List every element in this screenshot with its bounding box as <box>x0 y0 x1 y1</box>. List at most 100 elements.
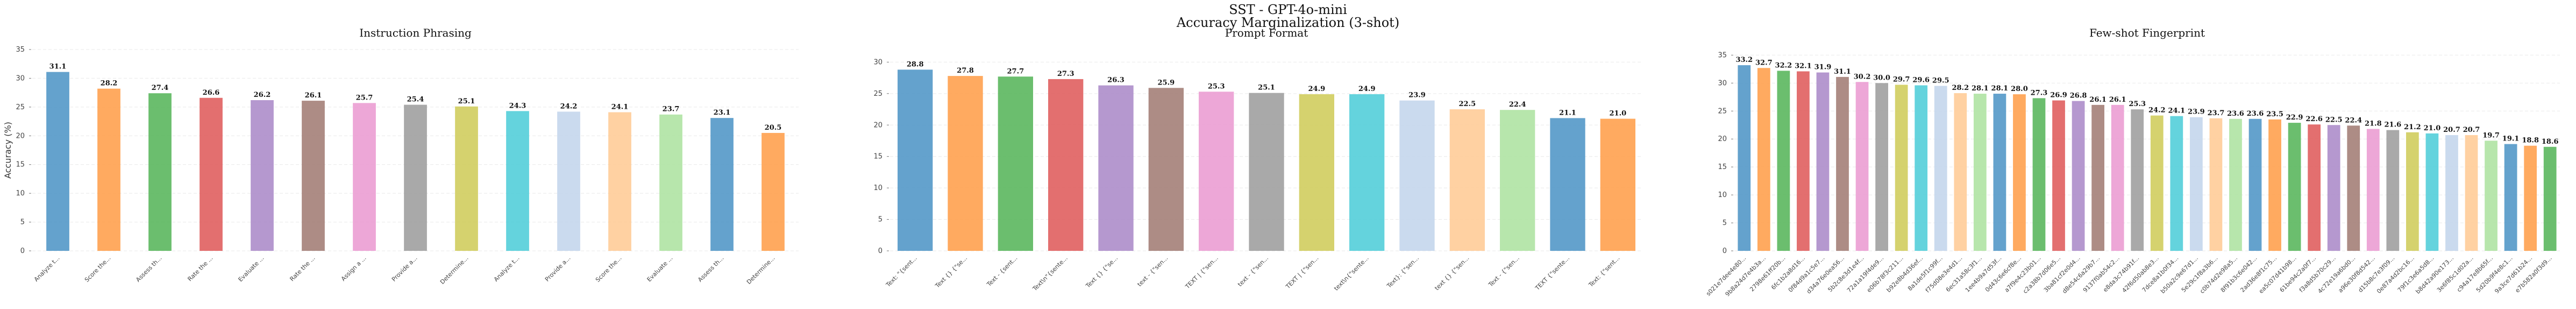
data-label: 26.3 <box>1107 76 1125 85</box>
bar <box>2308 124 2321 251</box>
bar <box>1836 76 1849 251</box>
x-tick-label: Text: "{sent... <box>884 255 918 289</box>
bar <box>2347 125 2360 251</box>
data-label: 23.7 <box>663 106 680 114</box>
x-tick-label: Analyze t... <box>493 255 521 283</box>
bar <box>148 93 172 251</box>
data-label: 24.9 <box>1358 85 1376 93</box>
data-label: 29.6 <box>1912 76 1930 84</box>
data-label: 21.0 <box>2424 124 2441 132</box>
bar <box>2504 144 2517 251</box>
chart-panels: Instruction Phrasing 0 5 10 15 20 25 30 35 Accura… <box>3 26 2560 298</box>
x-tick-label: 42f6d50ab8e3... <box>2120 255 2160 294</box>
panel-title: Few-shot Fingerprint <box>2089 26 2205 39</box>
bar <box>2189 117 2203 251</box>
data-label: 26.9 <box>2050 92 2067 100</box>
bar <box>302 101 325 251</box>
bar <box>1777 71 1790 251</box>
bar <box>659 114 682 251</box>
bar <box>2209 118 2223 251</box>
bar <box>2268 119 2281 251</box>
bar <box>353 103 376 251</box>
x-tick-label: 3e6f85c1d02a... <box>2436 255 2475 294</box>
data-label: 28.1 <box>1972 85 1989 93</box>
x-tick-label: 8a1de5f1c99f... <box>1906 255 1944 292</box>
y-tick-label: 5 <box>1723 219 1727 227</box>
data-label: 32.2 <box>1775 61 1792 69</box>
x-tick-label: Text {} {"se... <box>934 255 969 290</box>
data-label: 26.1 <box>2089 96 2107 104</box>
bar <box>2229 118 2242 251</box>
x-tick-label: Text}: {"sen... <box>1385 255 1420 290</box>
data-label: 25.1 <box>458 97 475 106</box>
bar <box>710 118 734 251</box>
bar <box>1249 93 1284 251</box>
x-tick-label: TEXT | {"sen... <box>1284 255 1320 291</box>
bar <box>1048 79 1084 251</box>
data-label: 22.5 <box>2325 116 2343 124</box>
data-label: 28.8 <box>907 60 924 68</box>
bar <box>898 69 933 251</box>
bar <box>251 100 274 251</box>
x-tick-label: 6ec31a58c3f1... <box>1945 255 1983 293</box>
bar <box>1797 71 1810 251</box>
y-tick-label: 20 <box>16 132 25 140</box>
data-label: 27.4 <box>152 84 169 92</box>
bar <box>608 112 631 251</box>
data-label: 20.7 <box>2463 126 2480 134</box>
data-label: 29.5 <box>1932 77 1949 85</box>
x-tick-label: 9137f0ab54c2... <box>2082 255 2121 294</box>
x-tick-label: text - {"sen... <box>1136 255 1169 288</box>
y-tick-label: 30 <box>16 74 25 82</box>
x-tick-label: 1ee4b9a7d53f... <box>1964 255 2003 294</box>
bar <box>1875 83 1888 251</box>
bar <box>2485 141 2497 251</box>
x-tick-label: 3ba81cf2e0d4... <box>2043 255 2082 294</box>
x-tick-label: text {} {"sen... <box>1433 255 1470 292</box>
x-tick-label: a96e30f8d542... <box>2337 255 2376 294</box>
data-label: 30.2 <box>1854 73 1871 81</box>
bar <box>404 104 427 251</box>
data-label: 22.5 <box>1458 100 1476 108</box>
y-tick-label: 0 <box>20 247 25 255</box>
bar <box>2465 135 2478 251</box>
x-tick-label: TEXT | {"sen... <box>1184 255 1220 291</box>
bar <box>2288 123 2301 251</box>
data-label: 22.4 <box>2345 116 2362 124</box>
x-tick-label: Provide a... <box>390 255 419 283</box>
bar <box>2091 104 2105 251</box>
y-tick-label: 35 <box>1718 51 1727 59</box>
bar <box>1500 110 1535 251</box>
data-label: 23.6 <box>2247 110 2264 118</box>
x-tick-label: Determine... <box>439 255 470 286</box>
data-label: 33.2 <box>1735 56 1753 64</box>
data-label: 28.1 <box>1991 85 2009 93</box>
x-tick-label: e7b582a0f3d9... <box>2514 255 2553 294</box>
data-label: 25.3 <box>2129 100 2146 108</box>
bar <box>1299 94 1334 251</box>
data-label: 31.1 <box>49 63 67 71</box>
bar <box>46 72 69 251</box>
x-tick-label: TEXT {"sente... <box>1534 255 1571 292</box>
x-tick-label: Score the... <box>594 255 623 284</box>
x-tick-label: Text\n"{sente... <box>1031 255 1069 293</box>
bar <box>1148 88 1184 251</box>
data-label: 31.9 <box>1814 64 1832 72</box>
x-tick-label: Text: {"sent... <box>1587 255 1621 289</box>
data-label: 24.2 <box>2148 107 2166 115</box>
x-tick-label: 79f1c3e6a5d8... <box>2396 255 2436 294</box>
bar <box>2543 146 2557 251</box>
x-tick-label: c94a17e8b65f... <box>2456 255 2494 293</box>
bar <box>1399 100 1435 251</box>
x-tick-label: Evaluate ... <box>237 255 266 283</box>
bar <box>998 76 1033 251</box>
bar <box>2032 98 2046 251</box>
data-label: 26.1 <box>2109 96 2126 104</box>
x-tick-label: 0f84d9a1c5e7... <box>1787 255 1826 294</box>
data-label: 18.6 <box>2542 138 2559 146</box>
x-tick-label: 72a1a19f4de9... <box>1846 255 1885 294</box>
x-tick-label: f75d08e3e4d1... <box>1924 255 1963 294</box>
y-tick-label: 30 <box>1718 79 1727 87</box>
bar <box>1349 94 1385 251</box>
x-tick-label: e8da3c74b91f... <box>2102 255 2140 293</box>
